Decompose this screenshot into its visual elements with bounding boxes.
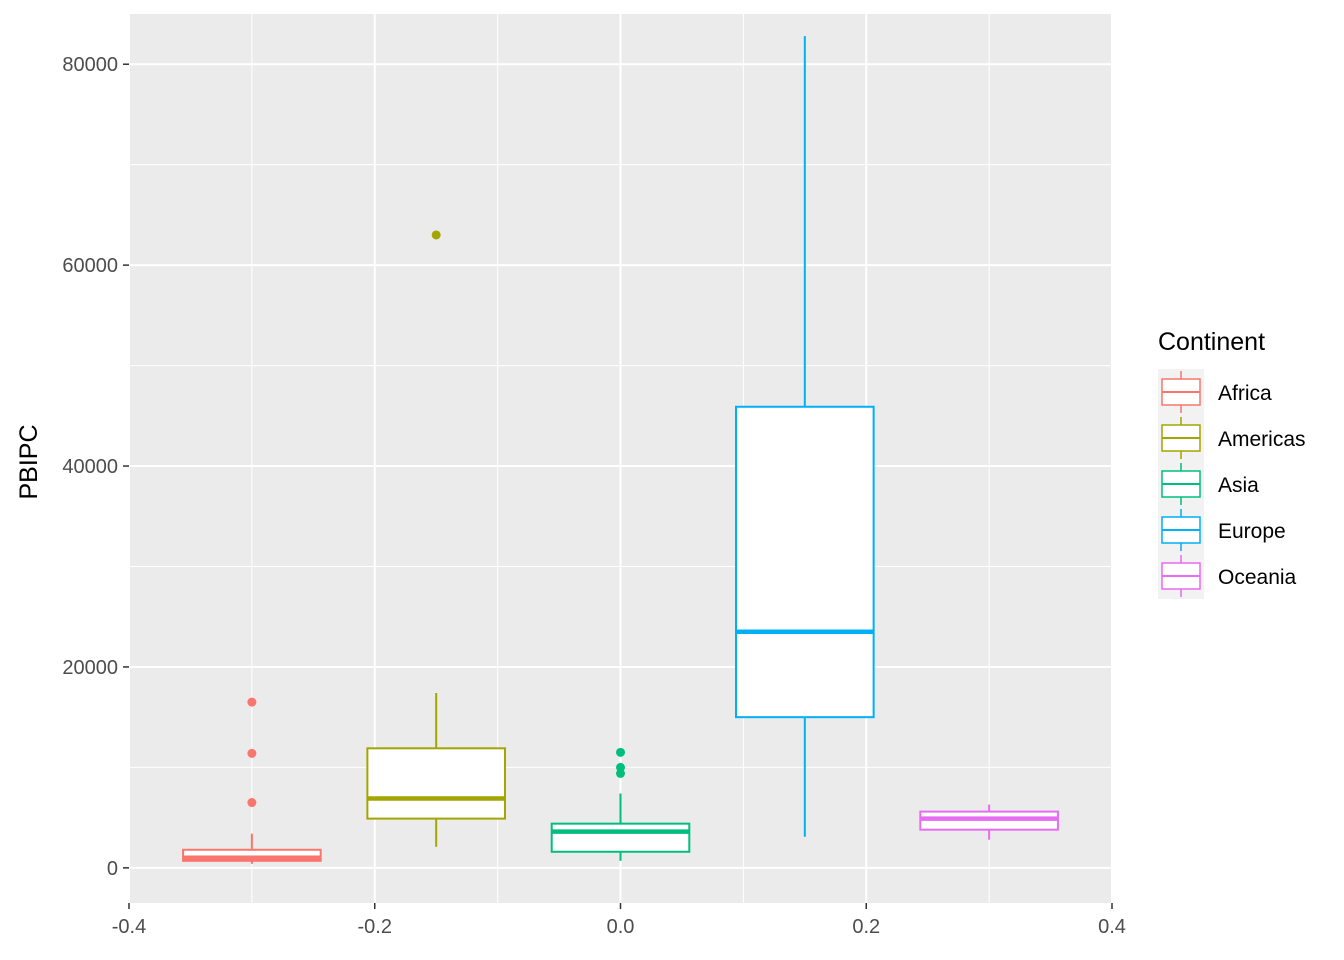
box-africa — [182, 697, 322, 864]
legend-label-oceania: Oceania — [1218, 566, 1297, 589]
x-tick-label: 0.2 — [852, 916, 880, 938]
outlier-point-africa — [247, 748, 257, 758]
box-americas — [366, 230, 506, 847]
legend-label-africa: Africa — [1218, 382, 1272, 405]
box-asia — [550, 747, 691, 861]
legend-item-africa: Africa — [1161, 371, 1272, 413]
outlier-point-africa — [247, 697, 257, 707]
x-tick-label: 0.4 — [1098, 916, 1126, 938]
y-tick-label: 0 — [107, 858, 118, 880]
x-tick-label: -0.4 — [112, 916, 146, 938]
y-tick-label: 20000 — [62, 657, 118, 679]
box-body-europe — [735, 405, 875, 719]
x-tick-label: -0.2 — [358, 916, 392, 938]
y-tick-label: 60000 — [62, 255, 118, 277]
box-oceania — [919, 804, 1059, 840]
y-axis-title: PBIPC — [15, 424, 43, 499]
legend-label-asia: Asia — [1218, 474, 1259, 497]
legend: Continent Africa Americas Asia Europe Oceani… — [1158, 328, 1306, 599]
y-axis: 0 20000 40000 60000 80000 — [62, 54, 129, 880]
legend-label-europe: Europe — [1218, 520, 1286, 543]
box-europe — [735, 36, 875, 837]
outlier-point-asia — [616, 747, 625, 757]
box-body-africa — [182, 848, 322, 862]
box-series — [182, 36, 1059, 864]
x-tick-label: 0.0 — [607, 916, 635, 938]
legend-title: Continent — [1158, 328, 1265, 356]
box-body-americas — [366, 747, 506, 820]
outlier-point-africa — [247, 798, 257, 808]
y-tick-label: 40000 — [62, 456, 118, 478]
legend-item-asia: Asia — [1161, 463, 1259, 505]
legend-label-americas: Americas — [1218, 428, 1306, 451]
legend-item-oceania: Oceania — [1161, 555, 1297, 597]
legend-item-americas: Americas — [1161, 417, 1306, 459]
legend-items: Africa Americas Asia Europe Oceania — [1161, 371, 1306, 597]
legend-item-europe: Europe — [1161, 509, 1286, 551]
box-body-asia — [550, 822, 691, 853]
y-tick-label: 80000 — [62, 54, 118, 76]
outlier-point-asia — [616, 762, 625, 772]
outlier-point-americas — [431, 230, 441, 240]
x-axis: -0.4 -0.2 0.0 0.2 0.4 — [112, 903, 1126, 938]
